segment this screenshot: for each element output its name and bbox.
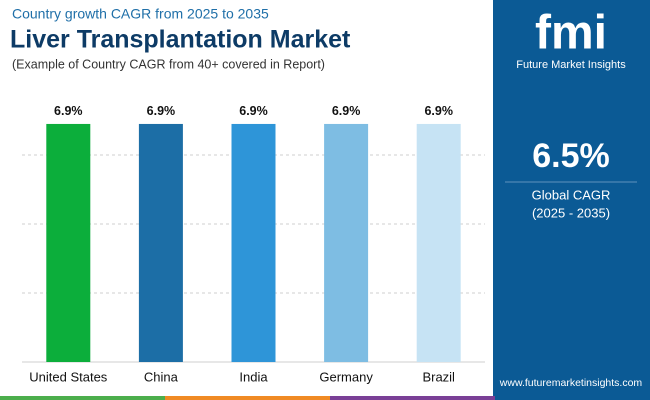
sidebar-panel (493, 0, 650, 396)
x-tick-label: Brazil (422, 369, 455, 384)
value-label: 6.9% (239, 104, 268, 118)
strip (165, 396, 330, 400)
bar (324, 123, 369, 362)
cagr-label: Global CAGR (532, 187, 611, 202)
bar (46, 123, 91, 362)
cagr-period: (2025 - 2035) (532, 205, 610, 220)
bar (231, 123, 276, 362)
website: www.futuremarketinsights.com (499, 377, 643, 389)
x-tick-label: China (144, 369, 179, 384)
x-tick-label: Germany (319, 369, 373, 384)
x-tick-label: India (239, 369, 268, 384)
chart-title: Liver Transplantation Market (10, 26, 351, 54)
strip (495, 396, 650, 400)
brand: Future Market Insights (516, 59, 626, 71)
logo: fmi (535, 7, 607, 60)
strip (0, 396, 165, 400)
value-label: 6.9% (54, 104, 83, 118)
value-label: 6.9% (332, 104, 361, 118)
x-tick-label: United States (29, 369, 108, 384)
strip (330, 396, 495, 400)
subtitle: (Example of Country CAGR from 40+ covere… (12, 57, 325, 71)
value-label: 6.9% (424, 104, 453, 118)
value-label: 6.9% (147, 104, 176, 118)
supertitle: Country growth CAGR from 2025 to 2035 (12, 6, 269, 22)
bar (416, 123, 461, 362)
global-cagr: 6.5% (532, 137, 610, 175)
bar (138, 123, 183, 362)
